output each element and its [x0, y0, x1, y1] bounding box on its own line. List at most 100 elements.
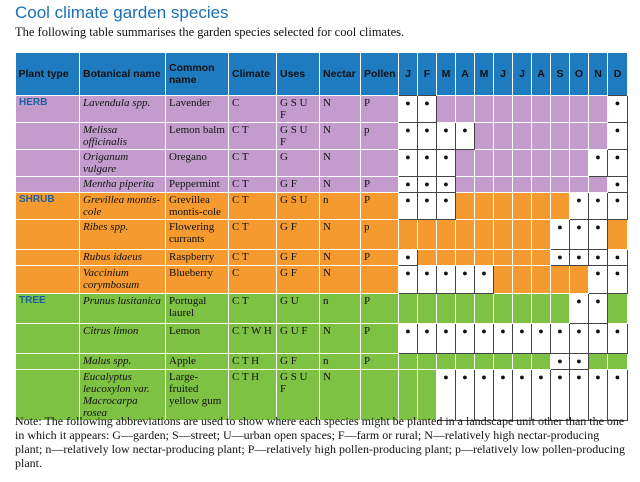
month-cell: [512, 352, 532, 370]
pollen-cell: P: [360, 191, 399, 220]
flowering-dot: ●: [576, 295, 582, 306]
month-cell: [474, 148, 494, 177]
flowering-dot: ●: [405, 251, 411, 262]
nectar-cell: n: [319, 352, 361, 370]
common-name-cell: Large-fruited yellow gum: [165, 368, 229, 421]
month-cell: [398, 368, 418, 421]
flowering-dot: ●: [576, 325, 582, 336]
flowering-dot: ●: [424, 325, 430, 336]
pollen-cell: [360, 368, 399, 421]
month-cell: ●: [588, 218, 608, 250]
common-name-cell: Lavender: [165, 94, 229, 123]
nectar-cell: N: [319, 322, 361, 354]
month-cell: ●: [569, 248, 589, 266]
month-cell: ●: [569, 368, 589, 421]
month-cell: ●: [417, 94, 437, 123]
flowering-dot: ●: [595, 251, 601, 262]
month-cell: ●: [550, 248, 570, 266]
month-cell: [455, 352, 475, 370]
uses-cell: G S U F: [276, 121, 320, 150]
month-cell: [607, 352, 628, 370]
month-cell: ●: [607, 248, 628, 266]
month-cell: [417, 248, 437, 266]
botanical-name-cell: Mentha piperita: [79, 175, 166, 193]
flowering-dot: ●: [462, 124, 468, 135]
month-cell: [493, 248, 513, 266]
pollen-cell: P: [360, 248, 399, 266]
month-cell: [569, 264, 589, 294]
month-cell: ●: [398, 264, 418, 294]
nectar-cell: N: [319, 248, 361, 266]
month-cell: ●: [436, 175, 456, 193]
nectar-cell: N: [319, 368, 361, 421]
month-cell: ●: [607, 368, 628, 421]
pollen-cell: [360, 148, 399, 177]
uses-cell: G F: [276, 352, 320, 370]
month-cell: ●: [588, 292, 608, 324]
uses-cell: G U F: [276, 322, 320, 354]
month-cell: ●: [436, 264, 456, 294]
pollen-cell: P: [360, 292, 399, 324]
flowering-dot: ●: [500, 325, 506, 336]
flowering-dot: ●: [595, 151, 601, 162]
month-cell: ●: [436, 368, 456, 421]
month-cell: [512, 191, 532, 220]
month-cell: [550, 264, 570, 294]
month-cell: [493, 352, 513, 370]
flowering-dot: ●: [576, 194, 582, 205]
climate-cell: C T: [228, 148, 277, 177]
pollen-cell: [360, 264, 399, 294]
botanical-name-cell: Ribes spp.: [79, 218, 166, 250]
month-cell: [512, 94, 532, 123]
month-cell: [474, 121, 494, 150]
flowering-dot: ●: [595, 267, 601, 278]
month-cell: ●: [588, 248, 608, 266]
flowering-dot: ●: [614, 325, 621, 336]
uses-cell: G F: [276, 218, 320, 250]
month-cell: [531, 292, 551, 324]
month-cell: ●: [607, 264, 628, 294]
uses-cell: G F: [276, 248, 320, 266]
flowering-dot: ●: [405, 267, 411, 278]
page-subtitle: The following table summarises the garde…: [15, 25, 405, 39]
month-cell: [550, 175, 570, 193]
month-cell: [474, 175, 494, 193]
col-header-plant-type: Plant type: [15, 53, 80, 95]
flowering-dot: ●: [519, 371, 525, 382]
flowering-dot: ●: [424, 178, 430, 189]
month-cell: ●: [417, 322, 437, 354]
month-cell: [531, 94, 551, 123]
month-cell: [493, 218, 513, 250]
flowering-dot: ●: [519, 325, 525, 336]
month-cell: [436, 218, 456, 250]
month-cell: [569, 148, 589, 177]
month-cell: ●: [398, 175, 418, 193]
plant-type-cell: SHRUB: [15, 191, 80, 220]
month-cell: ●: [550, 368, 570, 421]
col-header-month: O: [569, 53, 589, 95]
climate-cell: C T: [228, 121, 277, 150]
nectar-cell: N: [319, 175, 361, 193]
flowering-dot: ●: [462, 371, 468, 382]
month-cell: [493, 191, 513, 220]
flowering-dot: ●: [405, 151, 411, 162]
flowering-dot: ●: [614, 371, 621, 382]
month-cell: [531, 352, 551, 370]
table-body: HERB Lavendula spp. Lavender C G S U F N P ● ● ● M…: [15, 94, 628, 421]
month-cell: [588, 121, 608, 150]
month-cell: [550, 148, 570, 177]
flowering-dot: ●: [614, 267, 621, 278]
month-cell: [512, 148, 532, 177]
flowering-dot: ●: [557, 221, 563, 232]
uses-cell: G S U F: [276, 368, 320, 421]
month-cell: ●: [607, 148, 628, 177]
col-header-month: J: [398, 53, 418, 95]
month-cell: ●: [455, 322, 475, 354]
plant-type-cell: [15, 322, 80, 354]
plant-type-cell: HERB: [15, 94, 80, 123]
uses-cell: G S U F: [276, 94, 320, 123]
flowering-dot: ●: [443, 194, 449, 205]
climate-cell: C T: [228, 218, 277, 250]
